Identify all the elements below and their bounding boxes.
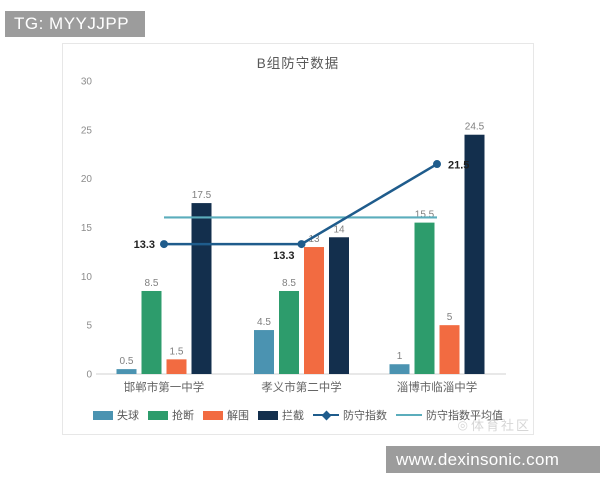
bar-steals-c0 [141, 290, 162, 374]
legend-item-steals: 抢断 [148, 407, 194, 423]
legend-label-interceptions: 拦截 [282, 410, 304, 422]
bar-conceded-c2 [389, 364, 410, 374]
chart-title: B组防守数据 [256, 56, 340, 71]
legend-item-defense-index-avg: 防守指数平均值 [396, 407, 503, 423]
line-marker-c1 [297, 240, 306, 249]
bar-label-steals-c1: 8.5 [282, 278, 296, 289]
legend-swatch-steals [148, 410, 168, 420]
bar-label-clearances-c2: 5 [447, 312, 453, 323]
bar-label-interceptions-c2: 24.5 [465, 122, 485, 133]
legend-swatch-defense-index [313, 410, 339, 420]
bar-conceded-c0 [116, 369, 137, 374]
legend-swatch-interceptions [258, 410, 278, 420]
footer-url-text: www.dexinsonic.com [396, 450, 560, 469]
bar-label-interceptions-c0: 17.5 [192, 190, 212, 201]
bar-steals-c2 [414, 222, 435, 374]
bar-steals-c1 [279, 290, 299, 374]
legend-marker-diamond-defense-index [321, 410, 331, 420]
bar-label-conceded-c2: 1 [397, 351, 403, 362]
bar-interceptions-c1 [329, 237, 349, 374]
line-label-c0: 13.3 [134, 239, 155, 251]
bar-label-clearances-c0: 1.5 [170, 346, 184, 357]
y-tick-30: 30 [81, 77, 93, 88]
bar-clearances-c2 [439, 325, 460, 374]
x-label-c2: 淄博市临淄中学 [397, 380, 478, 394]
bar-conceded-c1 [254, 330, 274, 374]
line-marker-c0 [160, 240, 168, 249]
y-tick-15: 15 [81, 223, 93, 234]
watermark-text: 体育社区 [470, 418, 531, 433]
bar-label-clearances-c1: 13 [308, 234, 320, 245]
legend-swatch-defense-index-avg [396, 410, 422, 420]
line-label-c1: 13.3 [273, 250, 294, 262]
chart-card: B组防守数据 0 5 10 15 20 25 30 0.5 8.5 1.5 17.5 邯郸市第一中学 4… [62, 43, 534, 435]
bar-clearances-c1 [304, 247, 324, 374]
legend-label-steals: 抢断 [172, 410, 194, 422]
bar-label-steals-c0: 8.5 [145, 278, 159, 289]
bar-clearances-c0 [166, 359, 187, 374]
watermark-logo-icon: ◎ [457, 417, 468, 432]
legend-item-interceptions: 拦截 [258, 407, 304, 423]
telegram-banner-text: TG: MYYJJPP [14, 14, 130, 33]
defense-data-chart: 0510152025300.58.51.517.5邯郸市第一中学4.58.513… [81, 77, 506, 394]
legend-line-defense-index-avg [396, 414, 422, 416]
line-label-c2: 21.5 [448, 160, 469, 172]
line-marker-c2 [433, 160, 441, 169]
legend-label-defense-index-avg: 防守指数平均值 [426, 410, 503, 422]
chart-legend: 失球 抢断 解围 拦截 防守指数 防守指数平均值 [63, 406, 533, 424]
legend-item-clearances: 解围 [203, 407, 249, 423]
y-tick-5: 5 [86, 321, 92, 332]
legend-item-conceded: 失球 [93, 407, 139, 423]
y-tick-25: 25 [81, 125, 93, 136]
bar-label-interceptions-c1: 14 [333, 224, 345, 235]
bar-interceptions-c2 [464, 134, 485, 374]
legend-swatch-clearances [203, 410, 223, 420]
x-label-c0: 邯郸市第一中学 [124, 380, 205, 394]
legend-label-clearances: 解围 [227, 410, 249, 422]
bar-label-steals-c2: 15.5 [415, 210, 435, 221]
y-tick-10: 10 [81, 272, 93, 283]
legend-item-defense-index: 防守指数 [313, 407, 387, 423]
footer-url-banner: www.dexinsonic.com [386, 446, 600, 473]
legend-label-defense-index: 防守指数 [343, 410, 387, 422]
bar-label-conceded-c0: 0.5 [120, 356, 134, 367]
telegram-banner: TG: MYYJJPP [5, 11, 146, 37]
legend-label-conceded: 失球 [117, 410, 139, 422]
watermark: ◎ 体育社区 [458, 415, 532, 434]
bar-interceptions-c0 [191, 203, 212, 374]
y-tick-20: 20 [81, 174, 93, 185]
bar-label-conceded-c1: 4.5 [257, 317, 271, 328]
y-tick-0: 0 [86, 370, 92, 381]
legend-swatch-conceded [93, 410, 113, 420]
x-label-c1: 孝义市第二中学 [261, 380, 342, 394]
